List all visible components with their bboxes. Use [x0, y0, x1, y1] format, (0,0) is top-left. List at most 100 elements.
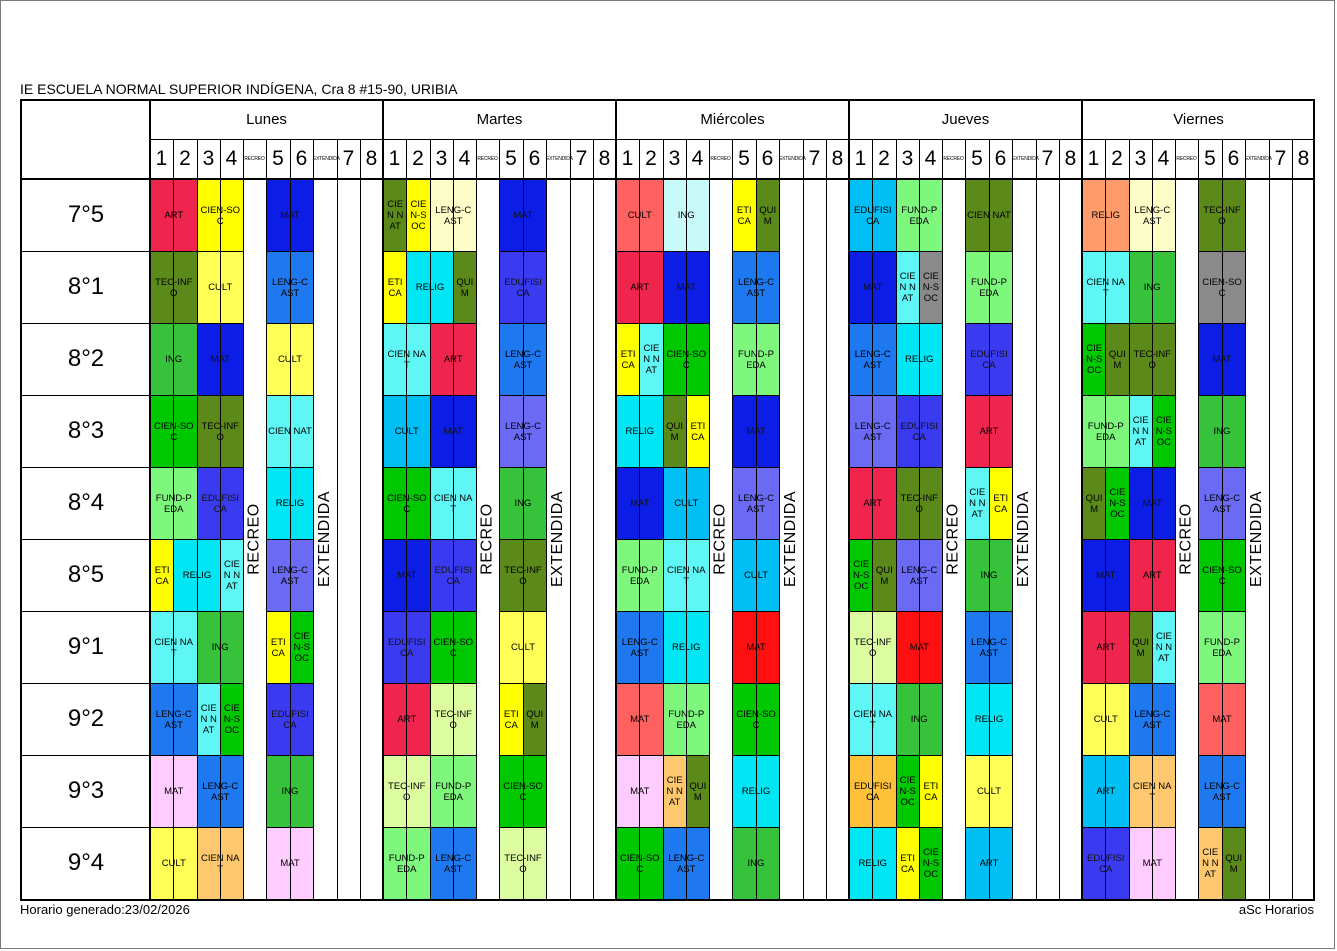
- period-number: 6: [994, 147, 1007, 170]
- day-header-3: Miércoles: [700, 111, 765, 128]
- period-label-small: EXTENDIDA: [546, 156, 573, 162]
- lesson-card[interactable]: CIE N-S OC: [895, 755, 920, 828]
- period-number: 8: [598, 147, 611, 170]
- grid-line: [22, 251, 150, 252]
- grid-line: [1012, 139, 1013, 899]
- lesson-card[interactable]: QUI M: [685, 755, 710, 828]
- lesson-card[interactable]: CIE N NAT: [1198, 827, 1223, 900]
- footer-brand: aSc Horarios: [1238, 902, 1314, 917]
- lesson-card[interactable]: ETI CA: [499, 683, 524, 756]
- lesson-card[interactable]: CIE N-S OC: [918, 827, 943, 900]
- grid-line: [709, 139, 710, 899]
- class-label: 9°4: [67, 849, 105, 876]
- lesson-card[interactable]: ETI CA: [895, 827, 920, 900]
- lesson-card[interactable]: ETI CA: [918, 755, 943, 828]
- grid-line: [732, 139, 733, 899]
- lesson-card[interactable]: CIE N-S OC: [406, 179, 431, 252]
- period-number: 5: [505, 147, 517, 170]
- lesson-card[interactable]: CIE N NAT: [1151, 611, 1176, 684]
- grid-line: [1081, 101, 1083, 899]
- period-label-small: RECREO: [244, 156, 265, 162]
- grid-line: [173, 139, 174, 899]
- lesson-card[interactable]: ETI CA: [732, 179, 757, 252]
- period-number: 4: [691, 147, 704, 170]
- period-number: 2: [412, 147, 424, 170]
- lesson-card[interactable]: CIE N NAT: [219, 539, 244, 612]
- period-number: 4: [1157, 147, 1170, 170]
- grid-line: [360, 139, 361, 899]
- lesson-card[interactable]: CIE N NAT: [196, 683, 221, 756]
- grid-line: [149, 101, 151, 899]
- lesson-card[interactable]: ETI CA: [616, 323, 641, 396]
- lesson-card[interactable]: QUI M: [872, 539, 897, 612]
- break-label: RECREO: [478, 503, 496, 575]
- class-label: 8°2: [67, 345, 105, 372]
- lesson-card[interactable]: CIE N NAT: [1128, 395, 1153, 468]
- day-header-5: Viernes: [1173, 111, 1224, 128]
- period-number: 4: [458, 147, 471, 170]
- period-label-small: RECREO: [943, 156, 964, 162]
- lesson-card[interactable]: QUI M: [1128, 611, 1153, 684]
- lesson-card[interactable]: CIE N-S OC: [1105, 467, 1130, 540]
- lesson-card[interactable]: ETI CA: [150, 539, 175, 612]
- grid-line: [499, 139, 500, 899]
- period-number: 2: [179, 147, 191, 170]
- period-number: 3: [901, 147, 914, 170]
- grid-line: [1198, 139, 1199, 899]
- lesson-card[interactable]: CIE N NAT: [662, 755, 687, 828]
- grid-line: [1222, 139, 1223, 899]
- grid-line: [22, 683, 150, 684]
- lesson-card[interactable]: ETI CA: [988, 467, 1013, 540]
- lesson-card[interactable]: ETI CA: [685, 395, 710, 468]
- grid-line: [896, 139, 897, 899]
- period-number: 1: [854, 147, 867, 170]
- grid-line: [22, 467, 150, 468]
- grid-line: [266, 139, 267, 899]
- class-label: 9°3: [67, 777, 105, 804]
- period-label-small: RECREO: [477, 156, 498, 162]
- lesson-card[interactable]: CIE N-S OC: [918, 251, 943, 324]
- lesson-card[interactable]: ETI CA: [383, 251, 408, 324]
- lesson-card[interactable]: CIE N-S OC: [1082, 323, 1107, 396]
- grid-line: [1269, 139, 1270, 899]
- grid-line: [22, 611, 150, 612]
- grid-line: [22, 395, 150, 396]
- grid-line: [337, 139, 338, 899]
- period-number: 2: [878, 147, 890, 170]
- lesson-card[interactable]: QUI M: [662, 395, 687, 468]
- lesson-card[interactable]: ETI CA: [266, 611, 291, 684]
- lesson-card[interactable]: CIEN NAT: [383, 179, 408, 252]
- grid-line: [826, 139, 827, 899]
- lesson-card[interactable]: CIE N-S OC: [289, 611, 314, 684]
- lesson-card[interactable]: QUI M: [1221, 827, 1246, 900]
- period-number: 6: [761, 147, 774, 170]
- break-label: RECREO: [711, 503, 729, 575]
- lesson-card[interactable]: CIE N NAT: [965, 467, 990, 540]
- class-label: 8°5: [67, 561, 105, 588]
- lesson-card[interactable]: CIE N-S OC: [849, 539, 874, 612]
- grid-line: [570, 139, 571, 899]
- lesson-card[interactable]: CIE N NAT: [639, 323, 664, 396]
- period-number: 5: [971, 147, 983, 170]
- day-header-2: Martes: [476, 111, 523, 128]
- period-number: 2: [1111, 147, 1123, 170]
- grid-line: [803, 139, 804, 899]
- period-number: 6: [1227, 147, 1240, 170]
- lesson-card[interactable]: QUI M: [452, 251, 477, 324]
- lesson-card[interactable]: QUI M: [522, 683, 547, 756]
- period-number: 7: [342, 147, 355, 170]
- lesson-card[interactable]: CIE N-S OC: [1151, 395, 1176, 468]
- grid-line: [150, 139, 1315, 140]
- grid-line: [686, 139, 687, 899]
- lesson-card[interactable]: QUI M: [755, 179, 780, 252]
- grid-line: [382, 101, 384, 899]
- extended-label: EXTENDIDA: [316, 490, 334, 588]
- break-label: RECREO: [245, 503, 263, 575]
- grid-line: [197, 139, 198, 899]
- lesson-card[interactable]: CIE N NAT: [895, 251, 920, 324]
- period-label-small: EXTENDIDA: [313, 156, 340, 162]
- lesson-card[interactable]: QUI M: [1105, 323, 1130, 396]
- lesson-card[interactable]: CIE N-S OC: [219, 683, 244, 756]
- lesson-card[interactable]: QUI M: [1082, 467, 1107, 540]
